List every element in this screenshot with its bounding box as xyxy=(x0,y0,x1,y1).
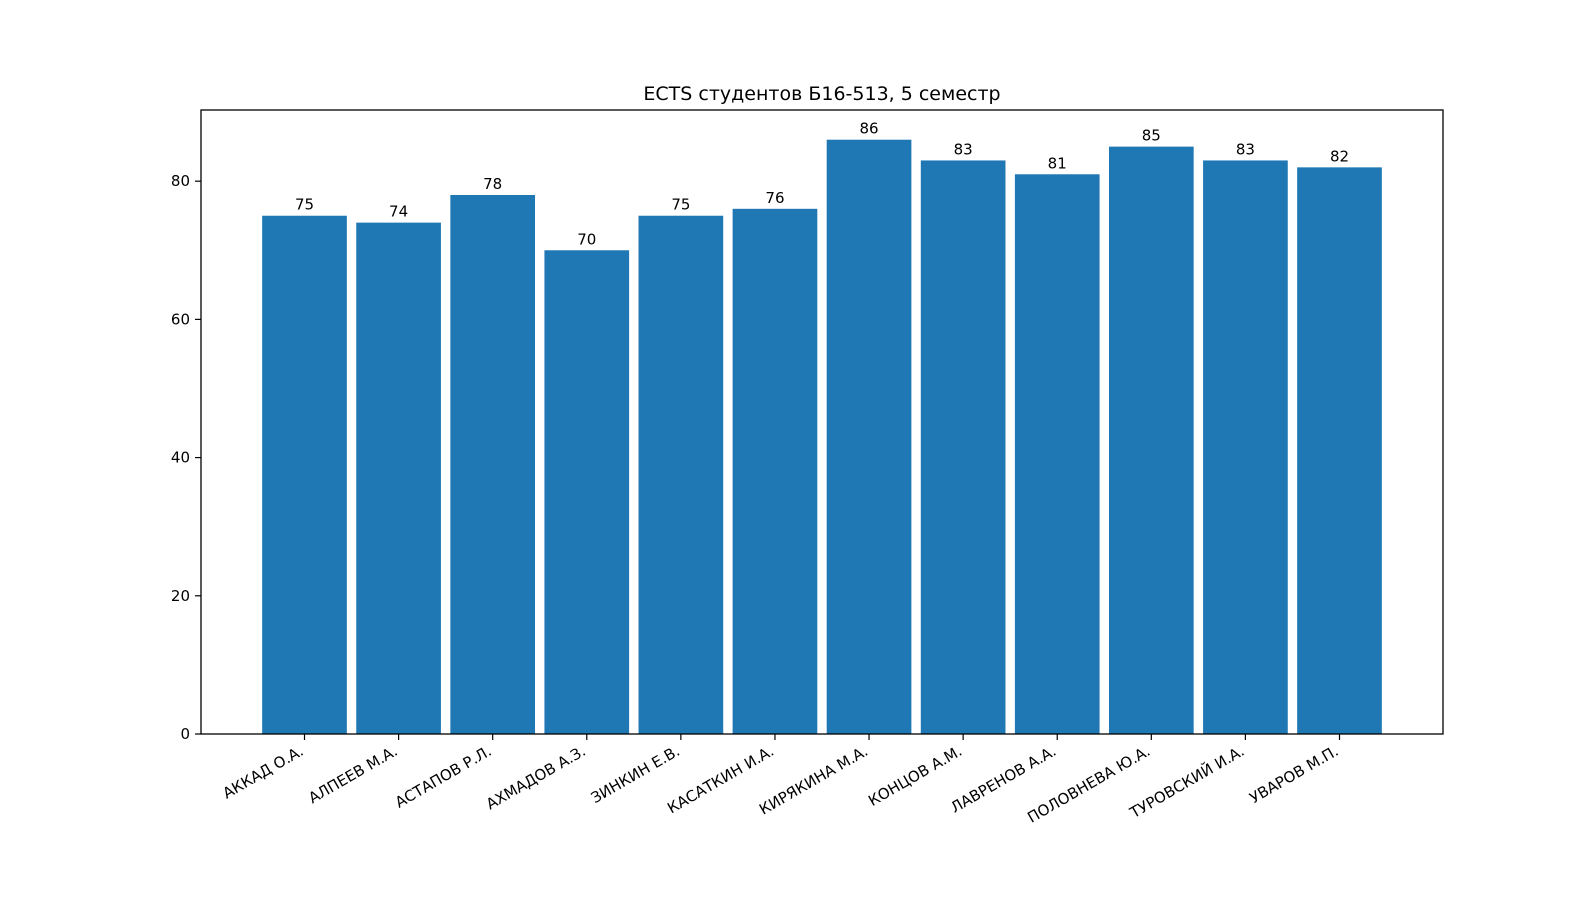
bar-value-label: 74 xyxy=(389,203,408,221)
bar-value-label: 85 xyxy=(1142,127,1161,145)
bar xyxy=(262,215,347,735)
bar xyxy=(544,250,630,735)
bar xyxy=(732,208,818,735)
bar xyxy=(450,194,536,734)
bar xyxy=(826,139,912,734)
plot-frame xyxy=(200,109,1444,735)
bar xyxy=(920,160,1006,734)
bar xyxy=(1014,174,1100,735)
bar-value-label: 82 xyxy=(1330,147,1349,165)
bar xyxy=(1297,167,1382,735)
bar-value-label: 83 xyxy=(1236,140,1255,158)
y-tick-label: 40 xyxy=(171,449,190,467)
bar-labels-layer: 75 74 78 70 75 76 86 83 81 85 83 82 xyxy=(295,120,1349,249)
y-tick-label: 0 xyxy=(180,725,190,743)
bar-value-label: 78 xyxy=(483,175,502,193)
bar-value-label: 81 xyxy=(1048,154,1067,172)
bar-value-label: 75 xyxy=(671,196,690,214)
chart-title: ECTS студентов Б16-513, 5 семестр xyxy=(643,83,1000,105)
bar xyxy=(356,222,441,734)
y-tick-label: 20 xyxy=(171,587,190,605)
y-tick-label: 60 xyxy=(171,310,190,328)
y-tick-label: 80 xyxy=(171,172,190,190)
bars-layer xyxy=(262,139,1382,735)
bar-value-label: 75 xyxy=(295,196,314,214)
y-axis: 0 20 40 60 80 xyxy=(171,172,201,743)
bar-value-label: 70 xyxy=(577,230,596,248)
bar xyxy=(638,215,724,735)
bar xyxy=(1108,146,1194,735)
bar-value-label: 83 xyxy=(954,140,973,158)
bar xyxy=(1203,160,1288,734)
bar-value-label: 86 xyxy=(859,120,878,138)
bar-value-label: 76 xyxy=(765,189,784,207)
